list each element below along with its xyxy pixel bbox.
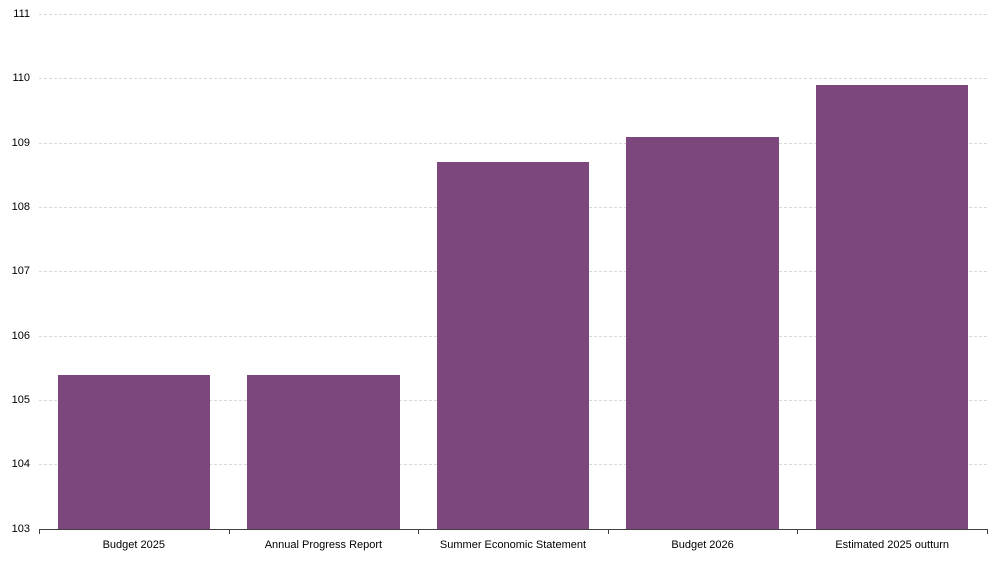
y-axis-tick-label: 109 (11, 136, 30, 149)
gridline (39, 142, 987, 144)
bar-estimated-2025-outturn (815, 85, 969, 529)
y-axis-tick-label: 104 (11, 458, 30, 471)
x-axis-tick (987, 530, 988, 534)
x-axis-category-label: Annual Progress Report (264, 539, 383, 551)
gridline (39, 14, 987, 15)
x-axis-tick (797, 530, 799, 534)
x-axis-category-label: Summer Economic Statement (439, 539, 587, 551)
y-axis-tick-label: 108 (11, 200, 30, 213)
bar-budget-2025 (57, 374, 211, 529)
x-axis-category-label: Estimated 2025 outturn (835, 539, 950, 551)
y-axis-tick-label: 103 (11, 522, 30, 535)
x-axis-line (39, 529, 988, 530)
y-axis-tick-label: 110 (12, 72, 30, 85)
gridline (39, 78, 987, 80)
bar-budget-2026 (626, 136, 779, 529)
bar-summer-economic-statement (436, 162, 590, 529)
y-axis-tick-label: 111 (13, 8, 30, 20)
x-axis-category-label: Budget 2025 (102, 539, 165, 551)
bar-annual-progress-report (247, 374, 400, 529)
y-axis-tick-label: 105 (11, 393, 30, 406)
x-axis-tick (418, 530, 420, 534)
x-axis-tick (607, 530, 609, 534)
y-axis-tick-label: 106 (11, 329, 30, 342)
y-axis-tick-label: 107 (11, 265, 30, 278)
x-axis-tick (228, 530, 230, 534)
x-axis-tick (39, 530, 40, 534)
x-axis-category-label: Budget 2026 (671, 539, 734, 551)
